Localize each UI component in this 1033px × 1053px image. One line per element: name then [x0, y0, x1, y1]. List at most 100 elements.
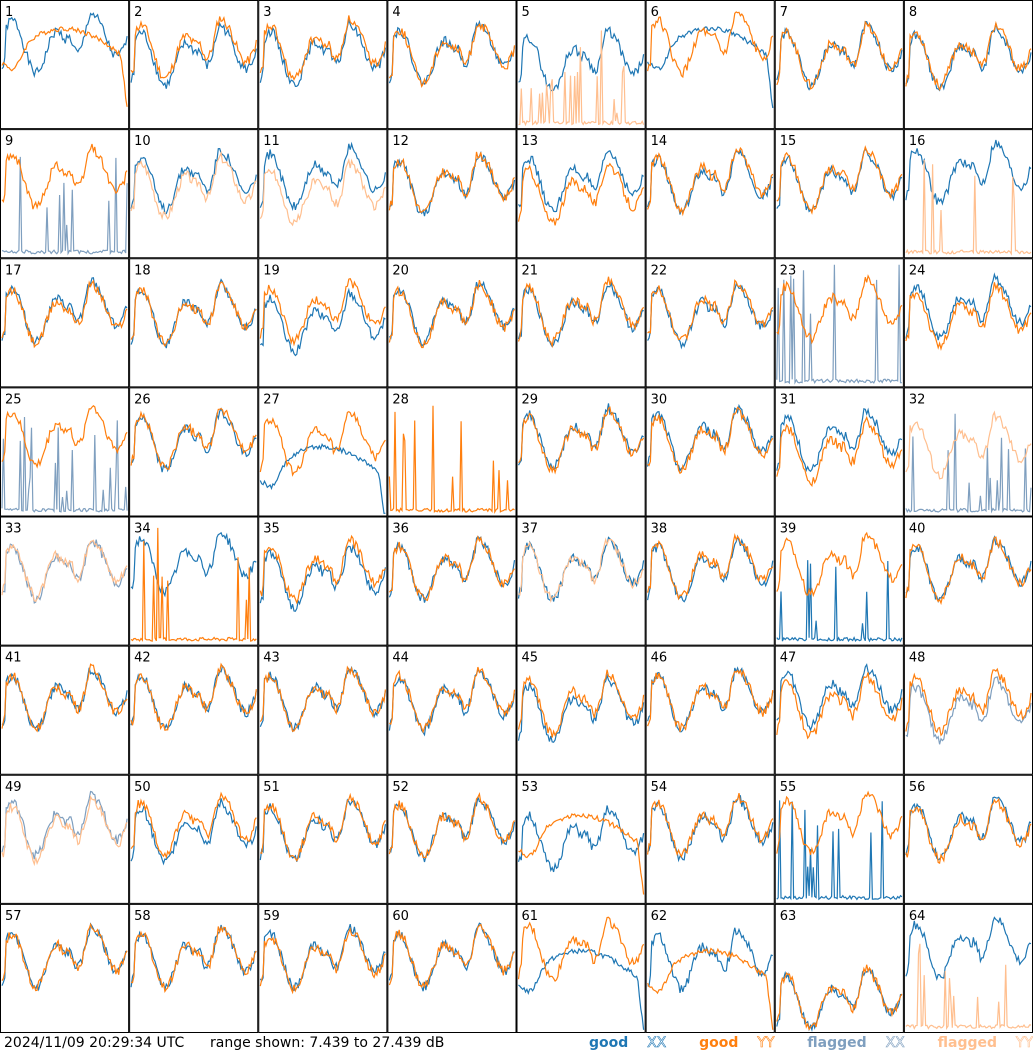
- panel-label: 25: [5, 392, 22, 407]
- series-xx-line: [776, 663, 903, 732]
- series-xx-line: [259, 287, 386, 357]
- panel-19: 19: [258, 258, 388, 388]
- panel-frame: [387, 903, 517, 1033]
- panel-frame: [0, 258, 130, 388]
- range-label: range shown: 7.439 to 27.439 dB: [210, 1035, 445, 1051]
- panel-label: 39: [780, 522, 797, 537]
- panel-label: 5: [522, 5, 530, 20]
- series-yy-line: [517, 916, 645, 983]
- legend-good-xx: good XX: [575, 1035, 667, 1052]
- series-yy-line: [259, 665, 386, 732]
- series-xx-line: [905, 139, 1032, 206]
- panel-18: 18: [129, 258, 259, 388]
- panel-frame: [258, 774, 388, 904]
- series-yy-line: [647, 11, 774, 79]
- panel-label: 28: [392, 392, 409, 407]
- panel-27: 27: [258, 387, 388, 517]
- panel-label: 56: [909, 780, 926, 795]
- panel-label: 57: [5, 909, 22, 924]
- series-yy-line: [389, 666, 516, 734]
- panel-44: 44: [387, 645, 517, 775]
- panel-label: 42: [134, 651, 151, 666]
- series-yy-line: [388, 151, 515, 213]
- panel-63: 63: [774, 903, 904, 1033]
- panel-frame: [645, 645, 775, 775]
- panel-frame: [774, 0, 904, 130]
- series-yy-line: [259, 158, 386, 227]
- panel-7: 7: [774, 0, 904, 130]
- series-yy-line: [1, 539, 128, 603]
- series-yy-line: [905, 159, 1032, 256]
- panel-39: 39: [774, 516, 904, 646]
- panel-57: 57: [0, 903, 130, 1033]
- series-yy-line: [130, 281, 257, 348]
- panel-frame: [516, 774, 646, 904]
- panel-frame: [645, 903, 775, 1033]
- panel-label: 6: [651, 5, 659, 20]
- series-yy-line: [1, 279, 128, 349]
- series-yy-line: [647, 406, 774, 475]
- series-yy-line: [647, 947, 774, 1030]
- panel-49: 49: [0, 774, 130, 904]
- panel-frame: [516, 516, 646, 646]
- series-xx-line: [130, 147, 257, 215]
- series-yy-line: [259, 277, 386, 347]
- panel-15: 15: [774, 129, 904, 259]
- panel-22: 22: [645, 258, 775, 388]
- series-xx-line: [130, 21, 257, 89]
- series-xx-line: [518, 947, 645, 1030]
- series-yy-line: [260, 792, 386, 862]
- panel-label: 11: [263, 134, 280, 149]
- panel-label: 52: [392, 780, 409, 795]
- series-xx-line: [259, 141, 386, 212]
- panel-label: 22: [651, 263, 668, 278]
- panel-label: 44: [392, 651, 409, 666]
- panel-label: 38: [651, 522, 668, 537]
- series-xx-line: [776, 148, 903, 213]
- panel-label: 7: [780, 5, 788, 20]
- panel-3: 3: [258, 0, 388, 130]
- panel-62: 62: [645, 903, 775, 1033]
- series-yy-line: [776, 964, 903, 1031]
- series-yy-line: [518, 406, 645, 475]
- series-yy-line: [1, 143, 128, 210]
- panel-label: 34: [134, 522, 151, 537]
- panel-label: 35: [263, 522, 280, 537]
- series-xx-line: [130, 407, 257, 473]
- series-yy-line: [647, 668, 774, 732]
- legend: good XX good YY flagged XX flagged YY: [561, 1035, 1033, 1052]
- panel-2: 2: [129, 0, 259, 130]
- series-yy-line: [130, 150, 257, 221]
- panel-46: 46: [645, 645, 775, 775]
- panel-frame: [387, 774, 517, 904]
- legend-flagged-xx: flagged XX: [793, 1035, 905, 1052]
- series-yy-line: [130, 791, 257, 860]
- panel-frame: [0, 516, 130, 646]
- legend-pol: YY: [1015, 1035, 1033, 1052]
- series-yy-line: [130, 925, 257, 993]
- series-xx-line: [388, 280, 515, 348]
- series-yy-line: [905, 797, 1032, 864]
- panel-5: 5: [516, 0, 646, 130]
- panel-55: 55: [774, 774, 904, 904]
- panel-label: 51: [263, 780, 280, 795]
- panel-33: 33: [0, 516, 130, 646]
- panel-label: 40: [909, 522, 926, 537]
- panel-frame: [387, 129, 517, 259]
- panel-frame: [516, 258, 646, 388]
- panel-label: 26: [134, 392, 151, 407]
- series-yy-line: [776, 672, 903, 740]
- panel-label: 62: [651, 909, 668, 924]
- panel-frame: [129, 903, 259, 1033]
- series-yy-line: [776, 531, 903, 598]
- panel-frame: [258, 387, 388, 517]
- series-xx-line: [259, 17, 386, 88]
- panel-13: 13: [516, 129, 646, 259]
- panel-48: 48: [903, 645, 1033, 775]
- series-yy-line: [905, 282, 1032, 351]
- panel-31: 31: [774, 387, 904, 517]
- panel-label: 9: [5, 134, 13, 149]
- panel-label: 54: [651, 780, 668, 795]
- panel-label: 2: [134, 5, 142, 20]
